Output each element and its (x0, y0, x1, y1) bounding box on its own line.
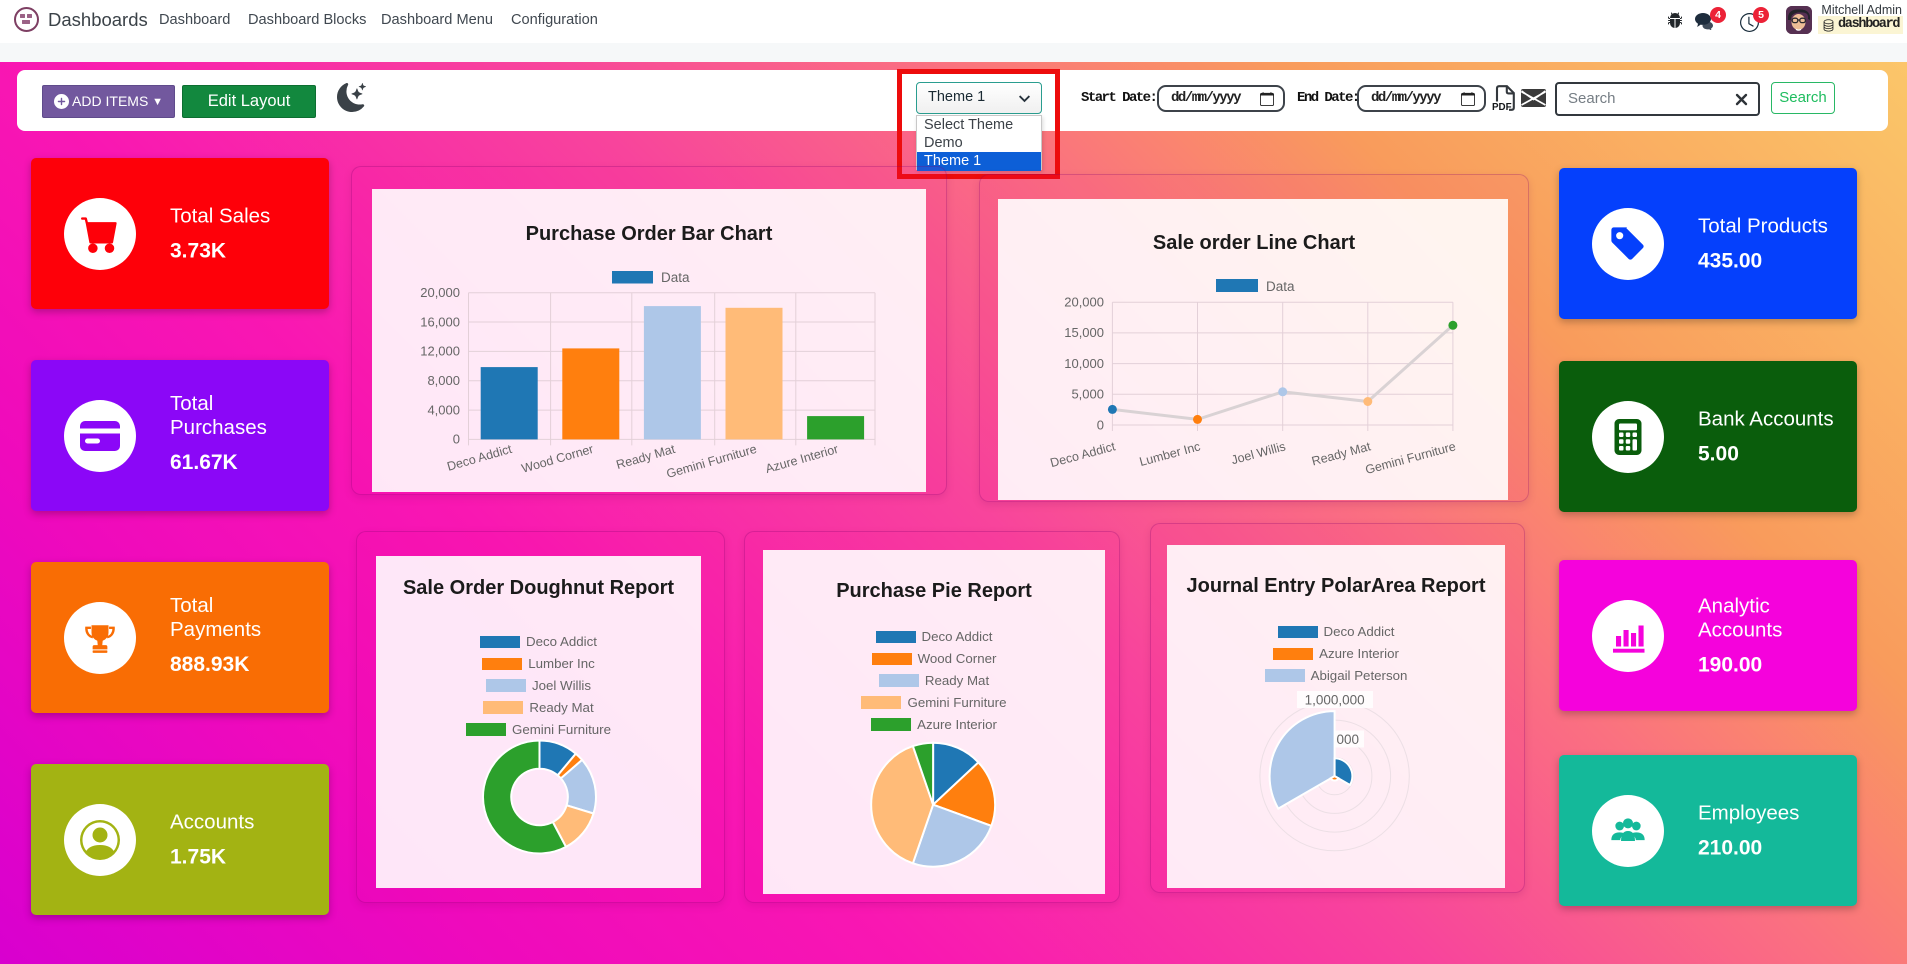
svg-text:10,000: 10,000 (1064, 356, 1104, 371)
svg-text:8,000: 8,000 (427, 373, 460, 388)
svg-text:Gemini Furniture: Gemini Furniture (665, 442, 758, 481)
svg-text:16,000: 16,000 (420, 314, 460, 329)
svg-text:Sale order Line Chart: Sale order Line Chart (1153, 232, 1356, 254)
svg-text:0: 0 (453, 432, 460, 447)
svg-text:Joel Willis: Joel Willis (1230, 439, 1287, 467)
svg-text:1,000,000: 1,000,000 (1305, 693, 1365, 708)
svg-text:Lumber Inc: Lumber Inc (1138, 439, 1202, 469)
svg-text:Azure Interior: Azure Interior (764, 442, 840, 476)
svg-text:Gemini Furniture: Gemini Furniture (1364, 439, 1458, 477)
svg-text:Wood Corner: Wood Corner (520, 442, 595, 476)
svg-text:Purchase Order Bar Chart: Purchase Order Bar Chart (526, 223, 773, 245)
svg-text:Deco Addict: Deco Addict (1049, 439, 1118, 470)
svg-text:5,000: 5,000 (1071, 387, 1104, 402)
svg-text:20,000: 20,000 (1064, 295, 1104, 310)
svg-text:15,000: 15,000 (1064, 325, 1104, 340)
svg-text:Data: Data (1266, 279, 1295, 294)
svg-text:Data: Data (661, 270, 690, 285)
svg-text:0: 0 (1097, 417, 1104, 432)
svg-text:PDF: PDF (1492, 102, 1512, 112)
svg-text:12,000: 12,000 (420, 344, 460, 359)
svg-text:4,000: 4,000 (427, 402, 460, 417)
svg-text:20,000: 20,000 (420, 285, 460, 300)
